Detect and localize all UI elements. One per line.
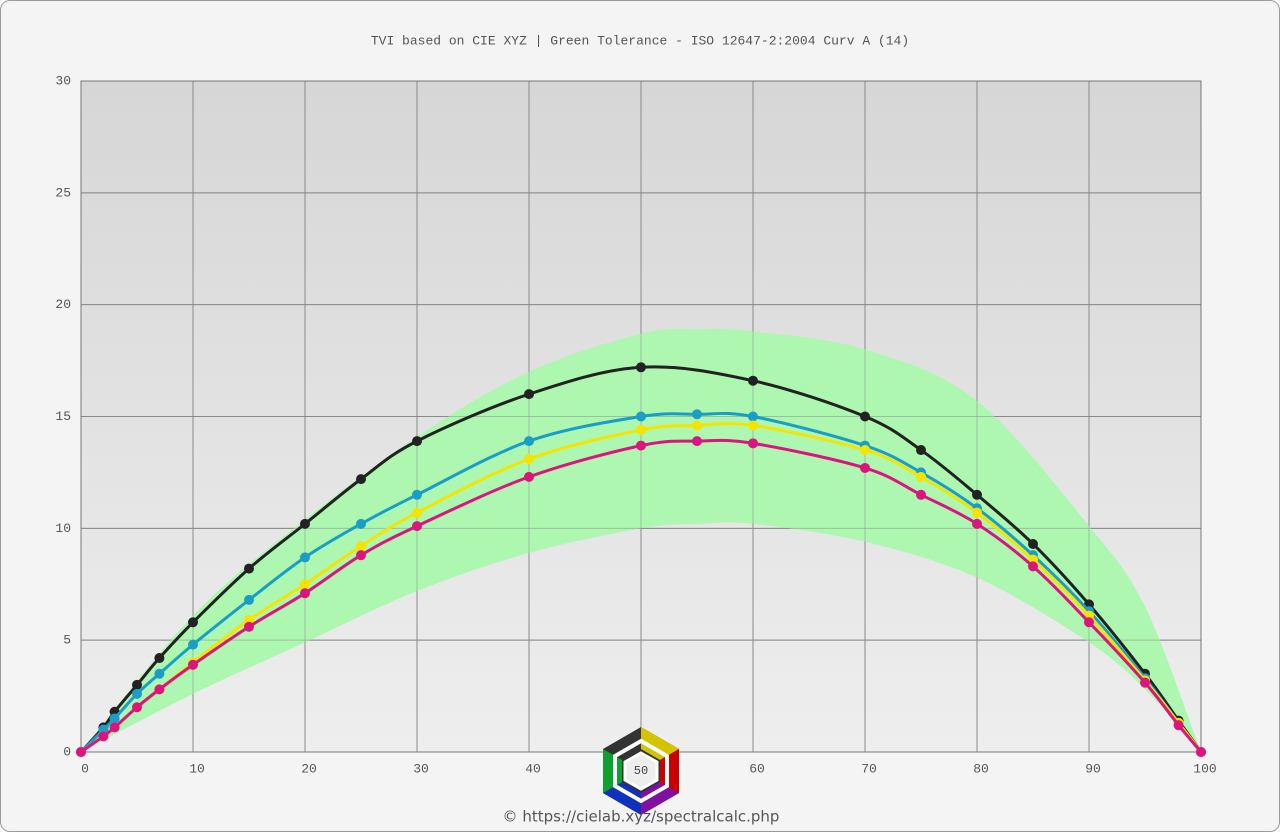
data-point <box>1140 677 1150 688</box>
data-point <box>132 702 142 713</box>
x-tick-label: 30 <box>413 761 429 776</box>
data-point <box>188 617 198 628</box>
data-point <box>244 621 254 632</box>
y-tick-label: 0 <box>63 744 71 759</box>
data-point <box>300 552 310 563</box>
data-point <box>860 445 870 456</box>
tolerance-band <box>81 328 1201 752</box>
data-point <box>132 688 142 699</box>
data-point <box>154 684 165 695</box>
data-point <box>916 471 926 482</box>
data-point <box>636 424 646 435</box>
logo-seg <box>641 727 679 760</box>
y-tick-label: 20 <box>55 297 71 312</box>
y-tick-label: 25 <box>55 185 71 200</box>
y-tick-label: 15 <box>55 409 71 424</box>
y-tick-label: 10 <box>55 521 71 536</box>
logo-seg <box>603 749 622 793</box>
data-point <box>356 550 366 561</box>
data-point <box>109 713 120 724</box>
data-point <box>1196 747 1206 757</box>
data-point <box>860 411 870 422</box>
x-tick-label: 0 <box>81 761 89 776</box>
data-point <box>356 541 366 552</box>
logo: 50 <box>603 727 679 815</box>
data-point <box>1028 538 1038 549</box>
data-point <box>98 731 109 742</box>
x-tick-label: 90 <box>1085 761 1101 776</box>
logo-seg <box>660 749 679 793</box>
y-tick-label: 30 <box>55 73 71 88</box>
x-tick-label: 40 <box>525 761 541 776</box>
data-point <box>356 474 366 485</box>
data-point <box>916 489 926 500</box>
data-point <box>916 445 926 456</box>
data-point <box>692 420 702 431</box>
data-point <box>692 436 702 447</box>
data-point <box>524 389 534 400</box>
data-point <box>860 462 870 473</box>
y-tick-label: 5 <box>63 633 71 648</box>
data-point <box>412 489 422 500</box>
chart-title: TVI based on CIE XYZ | Green Tolerance -… <box>371 33 909 48</box>
x-tick-label: 80 <box>973 761 989 776</box>
x-tick-label: 100 <box>1193 761 1216 776</box>
data-point <box>524 453 534 464</box>
data-point <box>244 594 254 605</box>
data-point <box>636 440 646 451</box>
data-point <box>154 668 165 679</box>
data-point <box>300 579 310 590</box>
data-point <box>1173 720 1184 731</box>
data-point <box>1084 617 1094 628</box>
data-point <box>748 411 758 422</box>
data-point <box>748 420 758 431</box>
data-point <box>300 588 310 599</box>
data-point <box>1028 561 1038 572</box>
data-point <box>972 489 982 500</box>
data-point <box>244 563 254 574</box>
logo-ring <box>613 738 669 804</box>
data-point <box>412 521 422 532</box>
data-point <box>748 438 758 449</box>
x-tick-label: 70 <box>861 761 877 776</box>
data-point <box>356 518 366 529</box>
data-point <box>188 659 198 670</box>
data-point <box>972 507 982 518</box>
data-point <box>748 375 758 386</box>
data-point <box>154 653 165 664</box>
data-point <box>524 471 534 482</box>
x-tick-label: 20 <box>301 761 317 776</box>
data-point <box>692 409 702 420</box>
data-point <box>524 436 534 447</box>
x-tick-label: 60 <box>749 761 765 776</box>
logo-label: 50 <box>634 764 648 778</box>
data-point <box>636 411 646 422</box>
data-point <box>132 679 142 690</box>
data-point <box>109 722 120 733</box>
logo-seg <box>641 782 679 815</box>
logo-ring <box>623 751 659 791</box>
data-point <box>972 518 982 529</box>
footer: © https://cielab.xyz/spectralcalc.php <box>503 808 780 826</box>
data-point <box>300 518 310 529</box>
data-point <box>412 436 422 447</box>
x-tick-label: 10 <box>189 761 205 776</box>
logo-seg <box>603 782 641 815</box>
data-point <box>412 507 422 518</box>
data-point <box>76 747 86 757</box>
series-line <box>79 365 1203 754</box>
data-point <box>188 639 198 650</box>
data-point <box>636 362 646 373</box>
